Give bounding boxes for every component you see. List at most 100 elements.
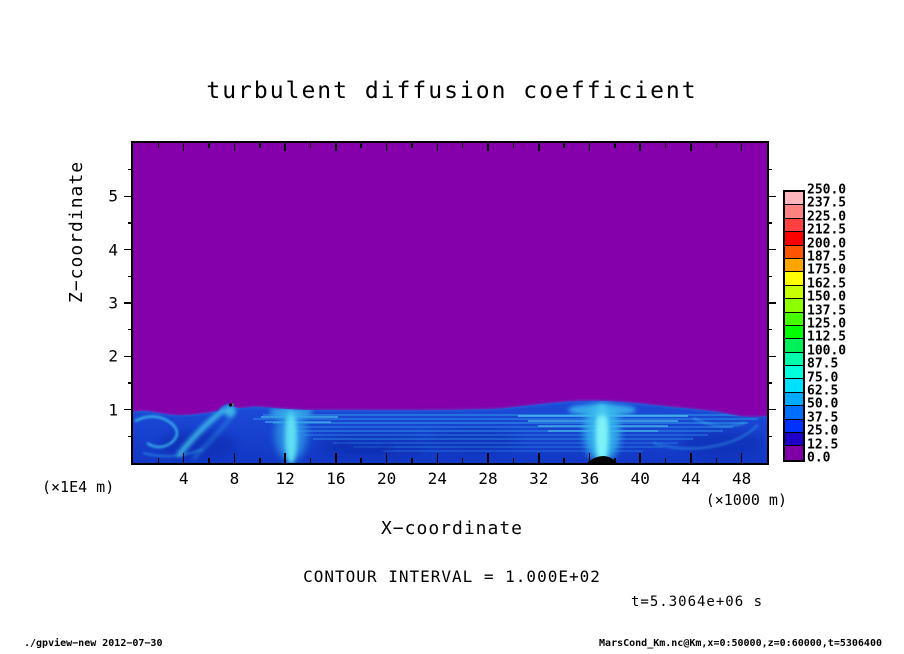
x-tick-minor	[157, 143, 160, 148]
colorbar-label: 225.0	[807, 209, 847, 225]
x-tick-minor	[411, 458, 413, 463]
x-tick-major	[690, 453, 692, 463]
colorbar-label: 62.5	[807, 383, 839, 399]
plot-frame	[131, 141, 769, 465]
x-tick-major	[335, 453, 337, 463]
time-annotation: t=5.3064e+06 s	[631, 594, 764, 610]
footer-command: ./gpview−new 2012−07−30	[24, 638, 163, 649]
z-tick-minor	[128, 275, 133, 278]
x-tick-major	[182, 453, 185, 463]
z-tick-minor	[767, 328, 772, 331]
colorbar-cell	[785, 285, 803, 300]
colorbar-label: 112.5	[807, 329, 847, 345]
x-tick-label: 28	[478, 469, 498, 488]
x-tick-major	[335, 143, 337, 151]
x-tick-major	[436, 143, 439, 151]
x-tick-minor	[411, 143, 413, 148]
x-tick-label: 20	[376, 469, 397, 488]
z-tick-major	[767, 248, 776, 251]
x-tick-major	[233, 453, 236, 463]
colorbar-label: 75.0	[807, 370, 839, 386]
x-tick-label: 8	[229, 469, 240, 488]
layer-top-edge	[133, 400, 767, 418]
x-tick-minor	[259, 458, 261, 463]
x-tick-minor	[360, 458, 362, 463]
x-tick-minor	[664, 143, 667, 148]
z-tick-major	[767, 408, 776, 411]
colorbar-cell	[785, 406, 803, 420]
colorbar-label: 162.5	[807, 276, 847, 292]
colorbar	[783, 190, 805, 462]
x-tick-label: 32	[529, 469, 549, 488]
contour-interval-note: CONTOUR INTERVAL = 1.000E+02	[303, 567, 601, 586]
x-tick-minor	[461, 143, 464, 148]
colorbar-cell	[785, 272, 803, 286]
colorbar-cell	[785, 379, 803, 393]
colorbar-label: 125.0	[807, 316, 847, 332]
z-tick-label: 3	[108, 293, 118, 313]
x-tick-minor	[309, 458, 312, 463]
x-tick-label: 4	[178, 469, 189, 488]
x-tick-major	[588, 143, 591, 151]
x-tick-minor	[309, 143, 312, 148]
x-tick-label: 12	[275, 469, 295, 488]
boundary-layer-texture	[134, 403, 763, 463]
colorbar-cell	[785, 232, 803, 246]
z-tick-minor	[128, 168, 133, 171]
colorbar-label: 187.5	[807, 249, 847, 265]
z-tick-major	[124, 355, 133, 358]
x-tick-label: 40	[630, 469, 650, 488]
z-tick-major	[124, 408, 133, 411]
colorbar-cell	[785, 392, 803, 407]
z-tick-minor	[128, 222, 133, 224]
x-tick-minor	[512, 458, 515, 463]
z-tick-major	[124, 302, 133, 304]
x-tick-label: 36	[579, 469, 600, 488]
x-tick-major	[690, 143, 692, 151]
z-tick-label: 2	[108, 346, 118, 366]
colorbar-label: 25.0	[807, 423, 839, 439]
x-tick-major	[639, 143, 641, 151]
colorbar-label: 12.5	[807, 437, 839, 453]
colorbar-label: 50.0	[807, 396, 839, 412]
colorbar-label: 212.5	[807, 222, 847, 238]
colorbar-label: 137.5	[807, 303, 847, 319]
colorbar-cell	[785, 205, 803, 219]
z-tick-label: 1	[108, 400, 118, 420]
colorbar-cell	[785, 325, 803, 340]
x-tick-major	[538, 143, 540, 151]
z-tick-major	[767, 355, 776, 358]
z-tick-major	[767, 302, 776, 304]
x-axis-units: (×1000 m)	[705, 491, 787, 509]
x-tick-major	[233, 143, 236, 151]
x-tick-minor	[715, 143, 718, 148]
colorbar-label: 100.0	[807, 343, 847, 359]
footer-dataset: MarsCond_Km.nc@Km,x=0:50000,z=0:60000,t=…	[599, 638, 882, 649]
x-tick-minor	[360, 143, 362, 148]
colorbar-cell	[785, 366, 803, 380]
colorbar-cell	[785, 312, 803, 326]
surface-mound	[587, 456, 617, 463]
colorbar-cell	[785, 192, 803, 206]
z-tick-minor	[767, 222, 772, 224]
heatmap-canvas	[133, 143, 767, 463]
z-tick-minor	[128, 435, 133, 438]
colorbar-label: 175.0	[807, 262, 847, 278]
colorbar-cell	[785, 446, 803, 460]
x-tick-label: 48	[731, 469, 752, 488]
z-tick-minor	[128, 328, 133, 331]
x-tick-label: 16	[326, 469, 346, 488]
z-tick-major	[124, 195, 133, 198]
x-tick-minor	[259, 143, 261, 148]
colorbar-label: 37.5	[807, 410, 839, 426]
colorbar-cell	[785, 419, 803, 434]
y-axis-units: (×1E4 m)	[42, 478, 115, 496]
x-tick-minor	[208, 458, 210, 463]
z-tick-minor	[767, 168, 772, 171]
z-tick-label: 5	[108, 186, 118, 206]
colorbar-cell	[785, 352, 803, 367]
x-tick-minor	[461, 458, 464, 463]
colorbar-cell	[785, 258, 803, 273]
x-tick-major	[436, 453, 439, 463]
